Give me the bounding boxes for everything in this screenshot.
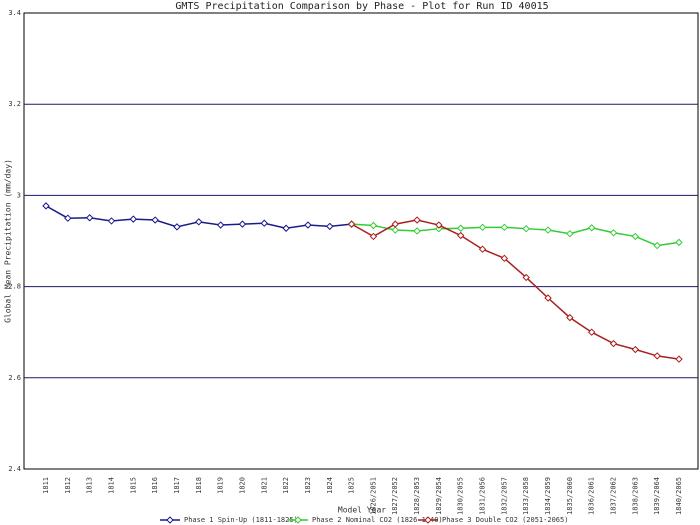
x-tick-label: 1830/2055	[457, 477, 465, 515]
x-tick-label: 1812	[64, 477, 72, 494]
x-tick-label: 1817	[173, 477, 181, 494]
data-point	[631, 232, 640, 241]
legend-label: Phase 3 Double CO2 (2051-2065)	[442, 516, 568, 524]
x-tick-label: 1811	[42, 477, 50, 494]
x-tick-label: 1834/2059	[544, 477, 552, 515]
legend-marker	[294, 516, 302, 524]
data-point	[173, 223, 181, 231]
data-point	[64, 214, 72, 222]
legend-marker	[166, 516, 174, 524]
y-tick-label: 2.4	[8, 465, 21, 473]
x-tick-label: 1836/2061	[588, 477, 596, 515]
data-point	[566, 313, 574, 322]
y-tick-label: 3.2	[8, 100, 21, 108]
data-point	[631, 345, 640, 354]
data-point	[653, 352, 661, 360]
data-point	[435, 221, 443, 229]
data-point	[260, 219, 268, 227]
x-tick-label: 1822	[282, 477, 290, 494]
x-tick-label: 1815	[129, 477, 137, 494]
data-point	[282, 224, 290, 232]
data-point	[544, 226, 552, 234]
data-point	[347, 220, 356, 228]
data-point	[326, 222, 334, 231]
data-point	[500, 223, 509, 232]
y-tick-label: 2.8	[8, 283, 21, 291]
data-point	[587, 328, 596, 336]
data-point	[238, 220, 247, 228]
data-point	[42, 202, 50, 210]
data-point	[85, 214, 94, 222]
x-tick-label: 1833/2058	[522, 477, 530, 515]
x-tick-label: 1829/2054	[435, 477, 443, 515]
data-point	[457, 231, 465, 240]
data-point	[369, 232, 378, 241]
x-tick-label: 1831/2056	[479, 477, 487, 515]
x-axis-label: Model Year	[338, 506, 386, 515]
data-point	[413, 227, 421, 235]
data-point	[500, 254, 509, 263]
data-point	[522, 273, 530, 282]
x-tick-label: 1840/2065	[675, 477, 683, 515]
x-tick-label: 1819	[217, 477, 225, 494]
x-tick-label: 1823	[304, 477, 312, 494]
x-tick-label: 1828/2053	[413, 477, 421, 515]
x-tick-label: 1838/2063	[631, 477, 639, 515]
plot-frame	[23, 12, 699, 470]
y-tick-label: 2.6	[8, 374, 21, 382]
data-point	[587, 224, 596, 232]
y-tick-label: 3.4	[8, 9, 21, 17]
data-point	[653, 241, 661, 250]
data-point	[391, 220, 399, 228]
data-point	[544, 294, 552, 302]
data-point	[566, 229, 574, 238]
series-line	[351, 223, 680, 247]
x-tick-label: 1813	[86, 477, 94, 494]
y-axis-label: Global Mean Precipitation (mm/day)	[4, 159, 13, 323]
x-tick-label: 1827/2052	[391, 477, 399, 515]
legend-label: Phase 1 Spin-Up (1811-1825)	[184, 516, 298, 524]
data-point	[129, 215, 138, 223]
data-point	[478, 245, 487, 253]
data-point	[369, 221, 378, 230]
data-point	[609, 339, 618, 348]
series-line	[351, 219, 680, 360]
data-point	[609, 229, 618, 237]
x-tick-label: 1824	[326, 477, 334, 494]
data-point	[675, 238, 683, 247]
x-tick-label: 1837/2062	[610, 477, 618, 515]
x-tick-label: 1825	[348, 477, 356, 494]
data-point	[457, 224, 465, 232]
legend-marker	[424, 516, 432, 524]
data-point	[478, 223, 487, 232]
y-tick-label: 3	[17, 191, 21, 199]
data-point	[413, 216, 421, 224]
data-point	[522, 224, 530, 233]
x-tick-label: 1832/2057	[500, 477, 508, 515]
data-point	[304, 221, 312, 229]
x-tick-label: 1820	[238, 477, 246, 494]
legend-label: Phase 2 Nominal CO2 (1826-1840)	[312, 516, 443, 524]
data-point	[151, 216, 159, 224]
x-tick-label: 1826/2051	[369, 477, 377, 515]
data-point	[675, 355, 683, 363]
data-point	[195, 218, 203, 226]
data-point	[107, 217, 116, 225]
x-tick-label: 1839/2064	[653, 477, 661, 515]
x-tick-label: 1816	[151, 477, 159, 494]
x-tick-label: 1821	[260, 477, 268, 494]
x-tick-label: 1818	[195, 477, 203, 494]
x-tick-label: 1835/2060	[566, 477, 574, 515]
chart-title: GMTS Precipitation Comparison by Phase -…	[175, 1, 548, 12]
data-point	[216, 221, 225, 229]
x-tick-label: 1814	[107, 477, 115, 494]
data-point	[391, 226, 399, 234]
